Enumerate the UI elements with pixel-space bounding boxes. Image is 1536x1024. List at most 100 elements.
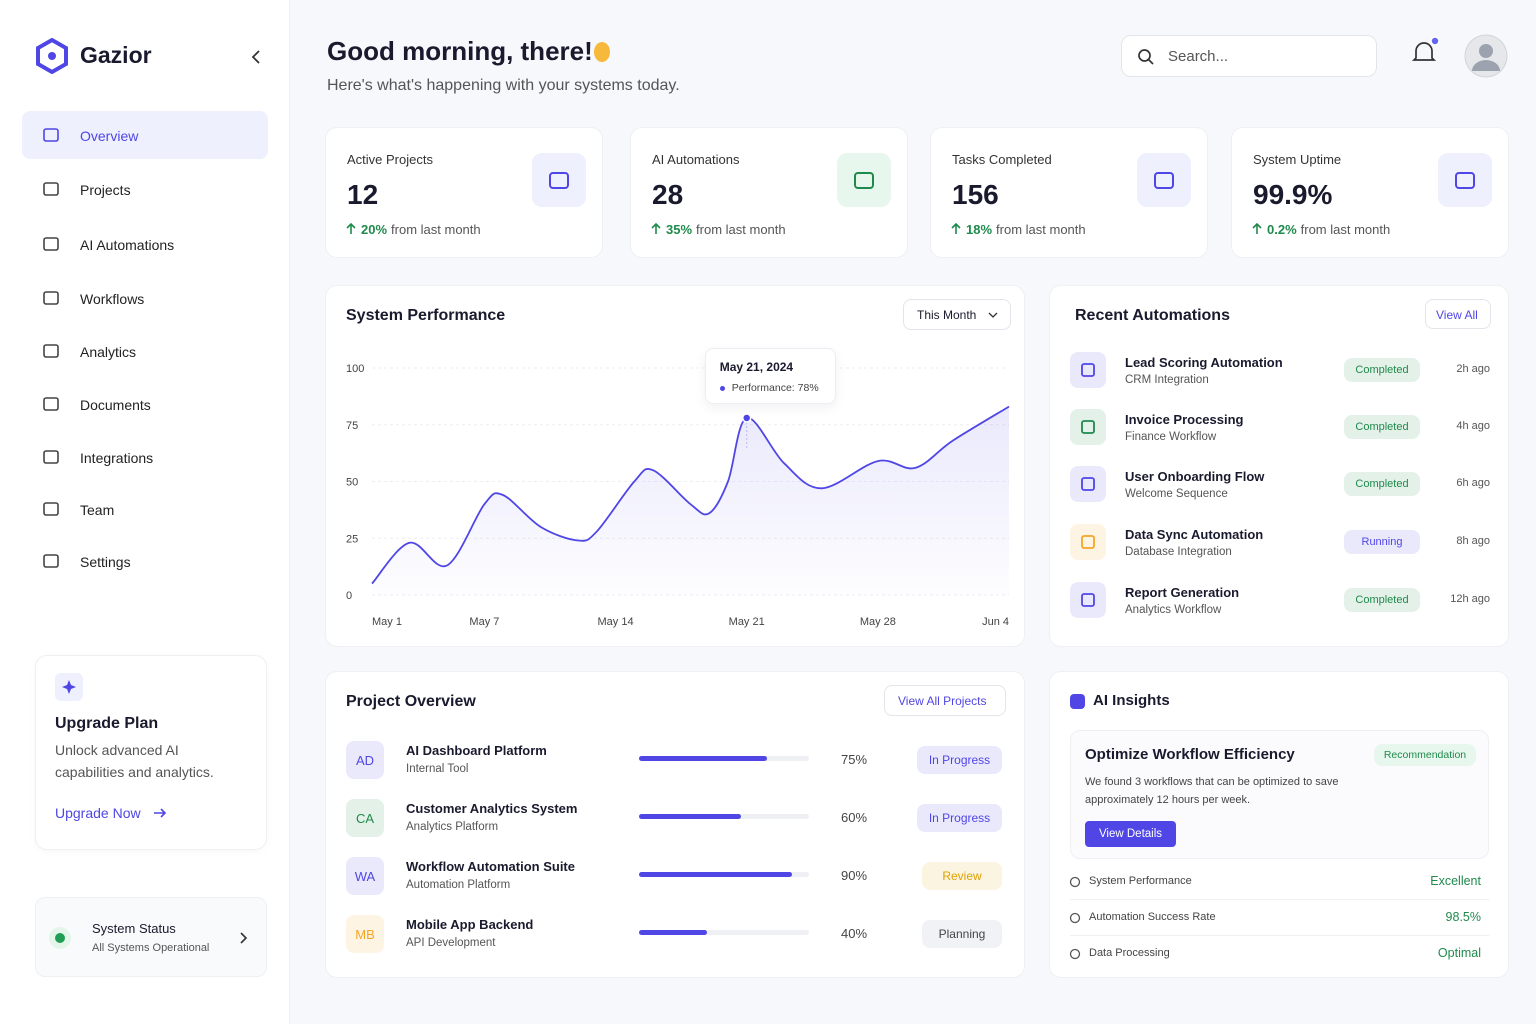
upgrade-link[interactable]: Upgrade Now — [55, 805, 141, 821]
y-tick-label: 75 — [346, 420, 358, 432]
notifications[interactable] — [1408, 36, 1440, 68]
icon — [1081, 477, 1095, 491]
arrow-shape — [951, 223, 961, 234]
avatar-body — [1472, 60, 1500, 71]
point — [741, 413, 752, 423]
project-initials: CA — [346, 799, 384, 837]
nav-label: Workflows — [80, 291, 145, 307]
stat-label: Tasks Completed — [952, 152, 1052, 167]
progress-bar — [639, 814, 741, 819]
view-all-button[interactable]: View All — [1425, 299, 1491, 329]
automation-sub: Finance Workflow — [1125, 431, 1217, 443]
x-tick-label: Jun 4 — [982, 616, 1009, 628]
metric-value: Optimal — [1437, 946, 1481, 960]
stat-change: 35% from last month — [666, 222, 786, 237]
project-sub: API Development — [406, 937, 496, 949]
project-sub: Internal Tool — [406, 763, 469, 775]
nav-item[interactable]: AI Automations — [22, 220, 268, 268]
project-sub: Analytics Platform — [406, 821, 499, 833]
nav-item[interactable]: Workflows — [22, 274, 268, 322]
stat-note: from last month — [996, 222, 1086, 237]
icon — [1081, 535, 1095, 549]
stat-note: from last month — [1300, 222, 1391, 237]
nav-icon — [43, 128, 59, 142]
x-tick-label: May 21 — [729, 616, 765, 628]
stat-label: System Uptime — [1253, 152, 1342, 167]
tooltip-date: May 21, 2024 — [719, 359, 794, 374]
icon-shape — [1081, 363, 1095, 377]
avatar[interactable] — [1464, 34, 1508, 78]
search-icon — [1138, 49, 1154, 65]
nav-item[interactable]: Documents — [22, 380, 268, 428]
sparkle — [62, 680, 76, 694]
nav-item[interactable]: Integrations — [22, 433, 268, 481]
insight-text: We found 3 workflows that can be optimiz… — [1085, 776, 1339, 806]
automation-name: Report Generation — [1125, 585, 1240, 600]
view-all-label: View All — [1436, 308, 1478, 322]
wave-emoji — [594, 42, 610, 62]
project-sub: Automation Platform — [406, 879, 511, 891]
bell — [1411, 42, 1437, 61]
arrow-shape — [346, 223, 356, 234]
stat-value: 12 — [347, 179, 379, 210]
icon — [1455, 172, 1475, 189]
view-all-projects-label: View All Projects — [898, 694, 987, 708]
view-all-projects-button[interactable]: View All Projects — [884, 685, 1006, 716]
tooltip-text: Performance: 78% — [731, 381, 819, 394]
progress-label: 75% — [841, 752, 868, 767]
metric-label: Automation Success Rate — [1089, 911, 1216, 923]
period-label: This Month — [917, 308, 977, 322]
arrow-shape — [651, 223, 661, 234]
automation-icon — [1070, 524, 1106, 560]
status-pill: Review — [922, 862, 1002, 890]
icon — [1081, 420, 1095, 434]
badge — [1430, 36, 1440, 46]
status-card[interactable]: System Status All Systems Operational — [35, 897, 267, 977]
status-title: System Status — [92, 921, 176, 936]
metric-icon — [1069, 876, 1081, 888]
nav-item[interactable]: Team — [22, 485, 268, 533]
collapse-button[interactable] — [249, 49, 263, 65]
logo-dot — [48, 52, 56, 60]
automation-sub: Database Integration — [1125, 546, 1232, 558]
up-arrow — [651, 223, 661, 234]
chart-card: System Performance This Month 0 25 50 75 100 Ma… — [325, 285, 1025, 647]
nav-item[interactable]: Analytics — [22, 327, 268, 375]
chevron — [251, 50, 260, 64]
nav-icon — [43, 237, 59, 251]
nav-icon — [43, 291, 59, 305]
upgrade-text: Unlock advanced AI capabilities and anal… — [55, 742, 214, 780]
stat-card: Active Projects 12 20% from last month — [325, 127, 603, 258]
nav-item[interactable]: Overview — [22, 111, 268, 159]
nav-item[interactable]: Projects — [22, 165, 268, 213]
progress-bar — [639, 756, 767, 761]
project-initials: MB — [346, 915, 384, 953]
sidebar — [0, 0, 290, 1024]
arrow — [154, 808, 167, 818]
stat-label: AI Automations — [652, 152, 740, 167]
upgrade-card: Upgrade Plan Unlock advanced AI capabilit… — [35, 655, 267, 850]
logo — [36, 38, 68, 74]
stat-change: 20% from last month — [361, 222, 481, 237]
search-box[interactable]: Search... — [1121, 35, 1377, 77]
icon-shape — [1081, 535, 1095, 549]
insight-card: Optimize Workflow Efficiency Recommendati… — [1070, 730, 1489, 859]
view-details-button[interactable]: View Details — [1085, 821, 1176, 847]
icon-shape — [43, 291, 59, 305]
tooltip: May 21, 2024 Performance: 78% — [704, 347, 836, 404]
logo-hex — [36, 38, 68, 74]
automation-sub: Analytics Workflow — [1125, 604, 1222, 616]
nav-item[interactable]: Settings — [22, 537, 268, 585]
icon-shape — [43, 450, 59, 464]
automation-icon — [1070, 352, 1106, 388]
nav-icon — [43, 502, 59, 516]
progress-bar — [639, 930, 707, 935]
icon-shape — [1081, 593, 1095, 607]
x-tick-label: May 14 — [598, 616, 634, 628]
icon-shape — [43, 344, 59, 358]
period-dropdown[interactable]: This Month — [903, 299, 1011, 330]
dot — [55, 933, 65, 943]
projects-card: Project Overview View All Projects AD AI Da… — [325, 671, 1025, 978]
icon — [854, 172, 874, 189]
stat-change: 18% from last month — [966, 222, 1086, 237]
